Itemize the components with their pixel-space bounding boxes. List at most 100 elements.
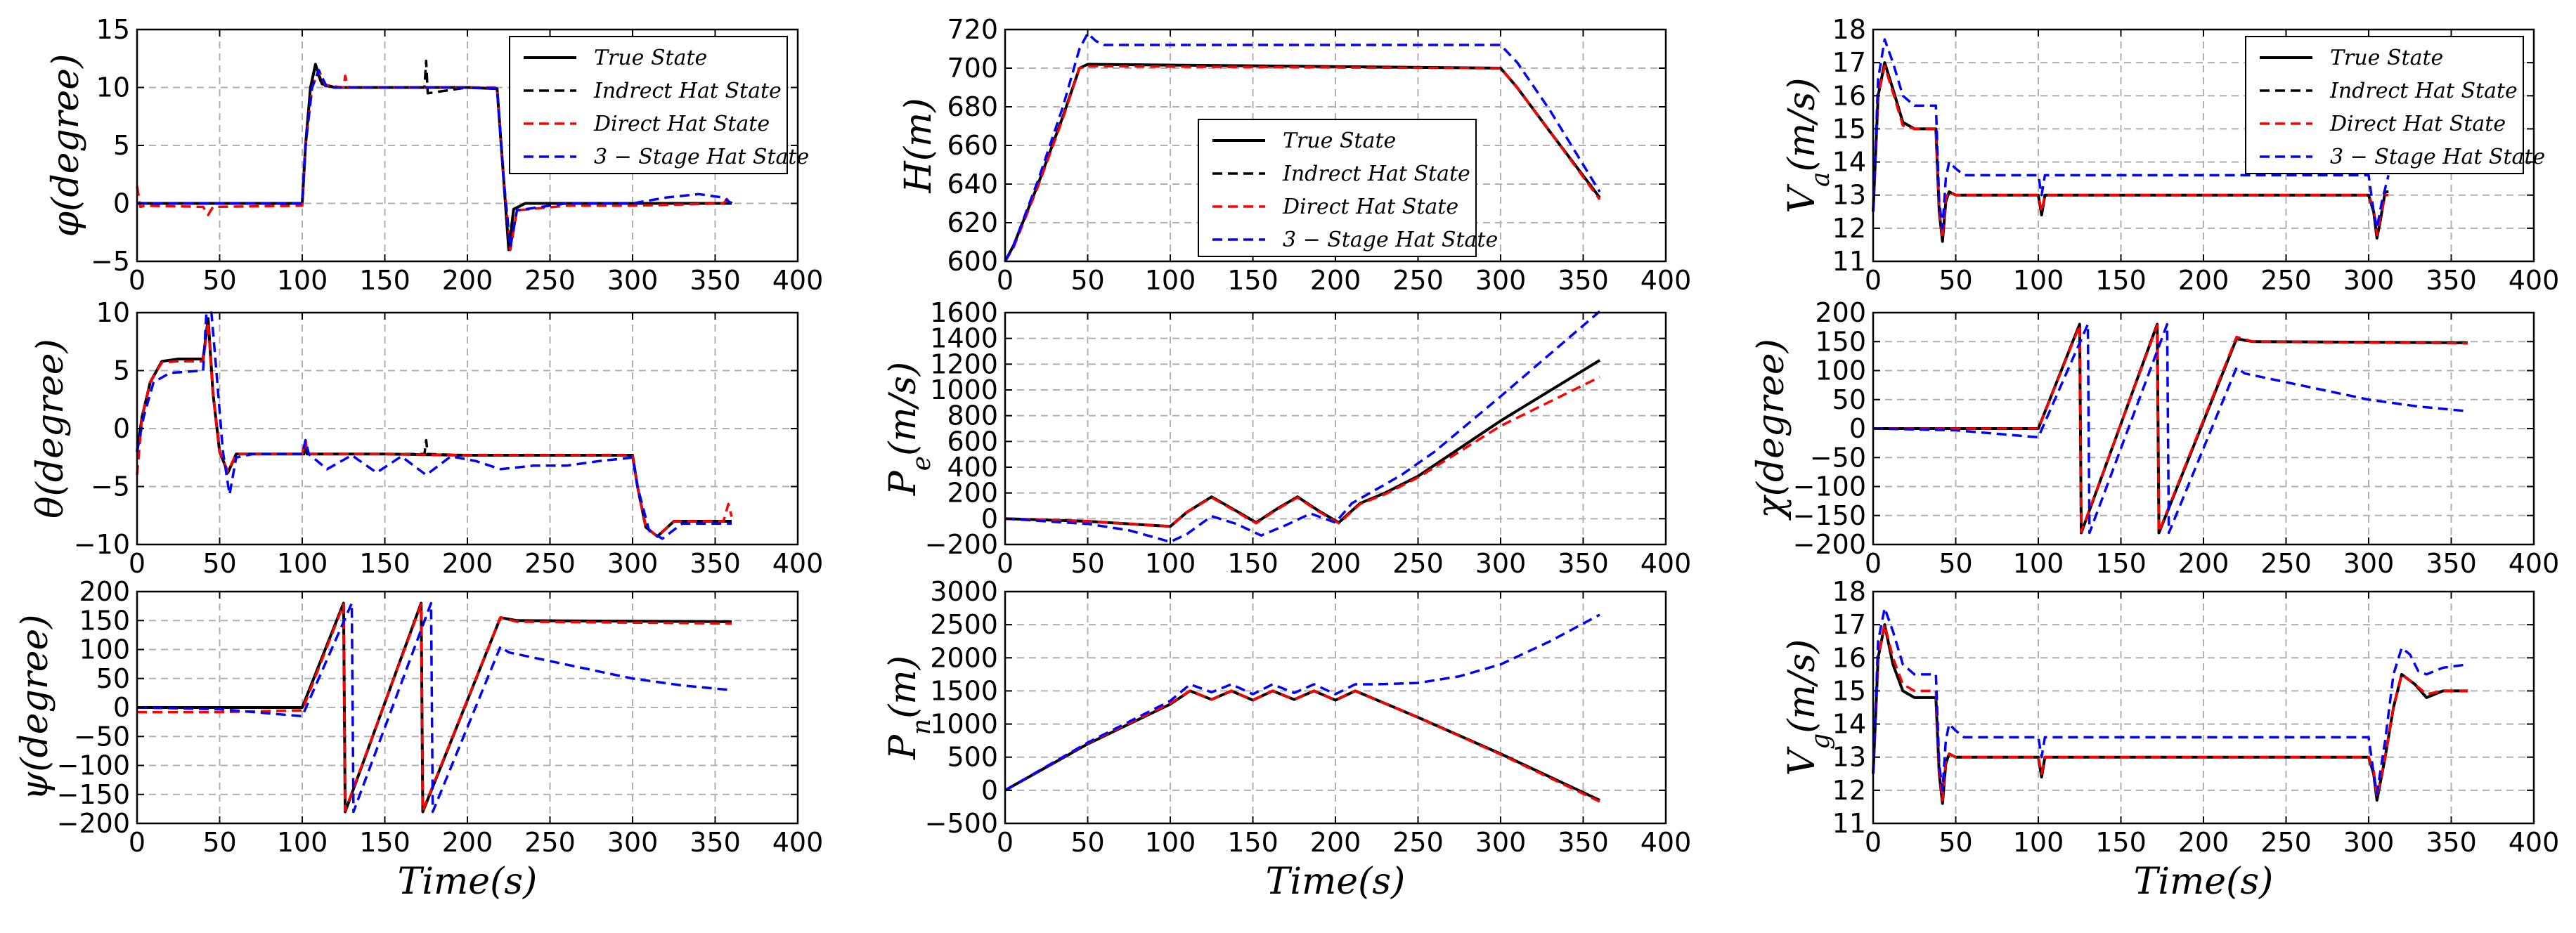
series-line-2: [1004, 689, 1600, 802]
x-tick-label: 150: [2095, 265, 2147, 296]
y-tick-label: 0: [113, 692, 130, 723]
y-tick-label: 15: [1832, 675, 1866, 706]
y-tick-label: 18: [1832, 576, 1866, 607]
legend-box: [2245, 36, 2524, 174]
x-tick-label: 150: [1227, 827, 1279, 858]
y-tick-label: 14: [1832, 147, 1866, 178]
x-tick-label: 50: [1070, 548, 1104, 579]
x-tick-label: 200: [2178, 265, 2229, 296]
x-tick-label: 0: [997, 265, 1014, 296]
y-tick-label: 660: [947, 130, 998, 161]
x-tick-label: 300: [607, 548, 659, 579]
legend: True State Indrect Hat State Direct Hat St…: [509, 36, 809, 174]
series-line-1: [1004, 359, 1601, 528]
y-tick-label: −150: [1793, 500, 1866, 531]
y-tick-label: 10: [96, 297, 130, 328]
x-tick-label: 200: [1310, 827, 1361, 858]
y-tick-label: 0: [981, 775, 998, 806]
x-tick-label: 200: [2178, 827, 2229, 858]
series-line-3: [1872, 65, 2389, 240]
y-tick-label: 0: [1849, 413, 1866, 444]
subplot-7: 0 50 100 150 200 250 300 350 400−200−150−100−500…: [14, 576, 823, 903]
legend-box: [509, 36, 788, 174]
x-tick-label: 250: [1392, 827, 1444, 858]
subplot-5: 0 50 100 150 200 250 300 350 400−200020040060080…: [882, 297, 1691, 579]
y-tick-label: 620: [947, 207, 998, 238]
y-tick-label: 0: [113, 188, 130, 219]
x-tick-label: 100: [277, 827, 328, 858]
x-tick-label: 50: [202, 827, 236, 858]
legend: True State Indrect Hat State Direct Hat St…: [1198, 119, 1498, 257]
y-tick-label: −200: [925, 529, 998, 560]
x-tick-label: 0: [997, 827, 1014, 858]
y-tick-label: 200: [1815, 297, 1866, 328]
series-line-4: [1872, 322, 2468, 535]
y-tick-label: 15: [96, 14, 130, 45]
x-tick-label: 350: [2426, 265, 2477, 296]
series-line-4: [137, 69, 733, 249]
x-tick-label: 50: [1070, 827, 1104, 858]
legend-label: 3 − Stage Hat State: [594, 145, 809, 169]
legend-box: [1198, 119, 1477, 257]
series-line-2: [136, 317, 732, 538]
legend-label: Direct Hat State: [2329, 112, 2506, 136]
y-tick-label: 1500: [930, 675, 998, 706]
legend-label: True State: [594, 46, 707, 70]
y-tick-label: −100: [1793, 471, 1866, 502]
y-tick-label: 5: [113, 355, 130, 386]
x-tick-label: 350: [2426, 827, 2477, 858]
y-axis-label: χ(degree): [1750, 339, 1792, 521]
y-tick-label: −50: [74, 721, 130, 752]
series-line-2: [137, 59, 732, 252]
y-tick-label: 600: [947, 426, 998, 457]
x-tick-label: 300: [607, 827, 659, 858]
y-tick-label: 5: [113, 130, 130, 161]
y-tick-label: 150: [1815, 326, 1866, 357]
x-tick-label: 400: [772, 548, 824, 579]
legend-label: 3 − Stage Hat State: [2330, 145, 2545, 169]
series-line-4: [1872, 38, 2390, 230]
x-tick-label: 250: [524, 548, 576, 579]
x-tick-label: 100: [277, 548, 328, 579]
series-line-4: [1872, 606, 2468, 795]
legend-label: Indrect Hat State: [1282, 162, 1470, 186]
x-tick-label: 200: [442, 548, 493, 579]
x-tick-label: 0: [1865, 827, 1882, 858]
x-tick-label: 400: [772, 265, 824, 296]
x-tick-label: 300: [607, 265, 659, 296]
series-line-4: [1004, 613, 1600, 792]
y-axis-label: Pe(m/s): [882, 362, 936, 496]
y-tick-label: 1400: [930, 323, 998, 354]
legend-label: Indrect Hat State: [593, 79, 782, 103]
y-axis-label: φ(degree): [45, 54, 87, 237]
y-tick-label: 1000: [930, 374, 998, 405]
x-tick-label: 300: [1475, 265, 1527, 296]
x-tick-label: 0: [129, 827, 145, 858]
x-tick-label: 100: [2013, 827, 2064, 858]
legend-label: 3 − Stage Hat State: [1283, 228, 1498, 252]
y-tick-label: −50: [1810, 442, 1866, 473]
x-axis-label: Time(s): [2134, 861, 2274, 903]
y-tick-label: 0: [981, 503, 998, 534]
x-tick-label: 250: [2260, 827, 2312, 858]
y-tick-label: 600: [947, 246, 998, 277]
x-tick-label: 200: [442, 265, 493, 296]
y-axis-label: Pn(m): [882, 655, 936, 760]
series-line-4: [136, 601, 732, 814]
series-line-3: [1004, 689, 1600, 803]
y-axis-label: Vg(m/s): [1781, 639, 1835, 776]
series-line-1: [1004, 689, 1600, 802]
x-tick-label: 100: [2013, 265, 2064, 296]
y-tick-label: 680: [947, 91, 998, 122]
x-tick-label: 350: [1558, 265, 1609, 296]
x-tick-label: 300: [2343, 827, 2395, 858]
x-tick-label: 50: [1939, 827, 1972, 858]
x-tick-label: 400: [2509, 548, 2560, 579]
x-tick-label: 0: [997, 548, 1014, 579]
x-tick-label: 150: [359, 265, 410, 296]
legend-label: True State: [1283, 129, 1396, 153]
x-tick-label: 250: [2260, 265, 2312, 296]
subplot-9: 0 50 100 150 200 250 300 350 400 1112131415161718…: [1781, 576, 2559, 903]
x-tick-label: 0: [129, 548, 145, 579]
y-tick-label: 720: [947, 14, 998, 45]
